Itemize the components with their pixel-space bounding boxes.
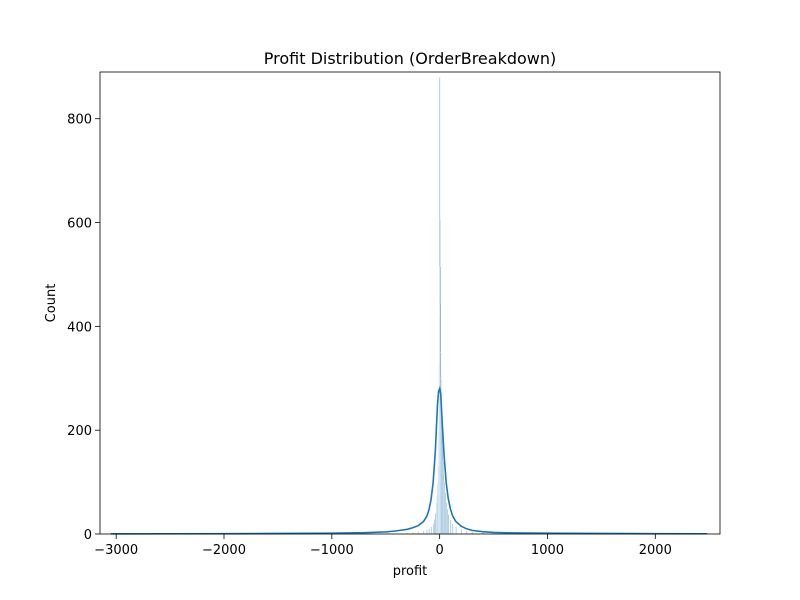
histogram-bars: [406, 77, 517, 535]
histogram-bar: [430, 526, 432, 535]
x-axis-ticks: −3000 −2000 −1000 0 1000 2000: [94, 534, 672, 558]
y-tick-label: 400: [67, 320, 92, 335]
histogram-bar: [423, 530, 425, 535]
histogram-bar: [433, 519, 436, 535]
x-tick-label: −1000: [310, 543, 354, 558]
histogram-bar: [450, 519, 452, 535]
x-axis-label: profit: [393, 564, 428, 579]
histogram-bar: [446, 508, 449, 535]
y-tick-label: 800: [67, 113, 92, 128]
histogram-bar: [455, 526, 457, 535]
histogram-bar: [443, 481, 445, 535]
histogram-bar: [445, 502, 448, 535]
x-tick-label: −2000: [202, 543, 246, 558]
chart-title: Profit Distribution (OrderBreakdown): [264, 49, 557, 68]
x-tick-label: −3000: [94, 543, 138, 558]
histogram-bar: [447, 514, 450, 535]
x-tick-label: 0: [436, 543, 444, 558]
histogram-bar: [432, 523, 435, 535]
histogram-bar: [426, 529, 428, 535]
y-tick-label: 0: [84, 528, 92, 543]
y-axis-ticks: 0 200 400 600 800: [67, 113, 100, 543]
histogram-bar: [466, 530, 468, 535]
histogram-bar: [452, 523, 454, 535]
histogram-bar: [460, 529, 463, 535]
x-tick-label: 2000: [639, 543, 672, 558]
histogram-bar: [428, 528, 430, 535]
y-axis-label: Count: [44, 284, 59, 323]
kde-curve: [110, 385, 708, 535]
x-tick-label: 1000: [531, 543, 564, 558]
plot-area-frame: [99, 71, 721, 535]
y-tick-label: 600: [67, 217, 92, 232]
histogram-bar: [434, 513, 437, 535]
y-tick-label: 200: [67, 424, 92, 439]
histogram-bar: [444, 492, 446, 535]
